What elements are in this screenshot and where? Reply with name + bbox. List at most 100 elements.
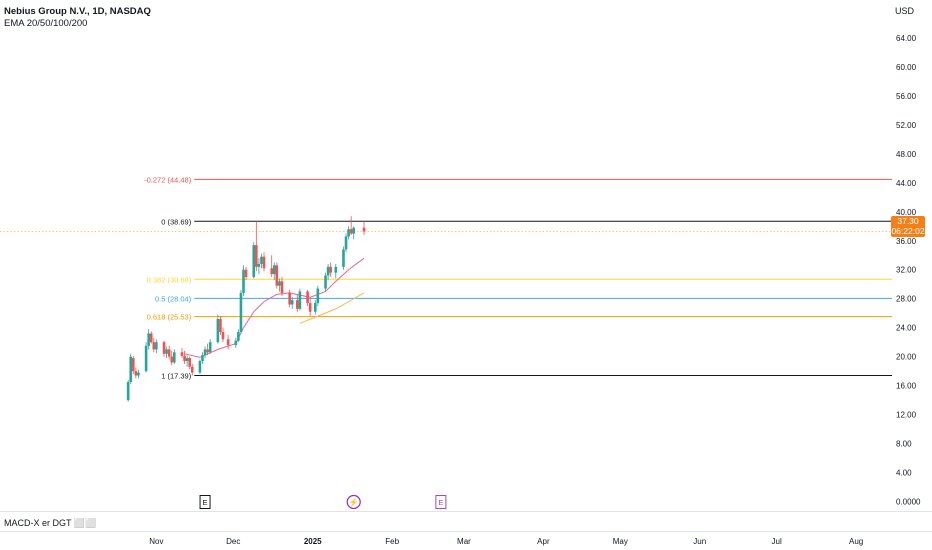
fib-level-label-1: 1 (17.39) [161, 372, 192, 381]
currency-label: USD [895, 6, 915, 16]
y-axis-tick-label: 12.00 [896, 411, 917, 420]
y-axis-tick-label: 48.00 [896, 150, 917, 159]
y-axis-tick-label: 32.00 [896, 266, 917, 275]
fib-level-label-0.382: 0.382 (30.68) [147, 275, 192, 284]
candle-body [185, 358, 189, 361]
candle-body [183, 355, 186, 361]
x-axis-tick-label: 2025 [304, 537, 322, 546]
earnings-event-icon[interactable]: E [199, 495, 211, 509]
y-axis-tick-label: 52.00 [896, 121, 917, 130]
current-price-value: 37.30 [897, 216, 919, 226]
y-axis-tick-label: 56.00 [896, 92, 917, 101]
candle-body [137, 372, 140, 376]
ema-line-20 [184, 257, 365, 358]
x-axis-tick-label: May [613, 537, 628, 546]
candle-body [144, 345, 148, 372]
candle-body [270, 268, 274, 275]
y-axis-tick-label: 44.00 [896, 179, 917, 188]
candle-body [201, 355, 204, 361]
candle-body [257, 263, 261, 267]
macd-indicator-label[interactable]: MACD-X er DGT ⬜⬜ [4, 518, 97, 528]
candle-body [180, 352, 184, 356]
candle-body [162, 342, 166, 354]
x-axis-tick-label: Dec [226, 537, 240, 546]
candle-body [352, 227, 356, 234]
indicator-legend-ema[interactable]: EMA 20/50/100/200 [4, 18, 88, 29]
candle-body [326, 266, 330, 276]
candle-body [290, 300, 294, 305]
current-price-badge: 37.30 06:22:02 [891, 216, 925, 237]
candle-body [129, 356, 133, 382]
candle-body [308, 303, 312, 312]
y-axis-tick-label: 64.00 [896, 34, 917, 43]
y-axis-tick-label: 0.0000 [896, 498, 921, 507]
candle-body [221, 332, 225, 340]
candle-body [149, 333, 153, 343]
pane-divider[interactable] [0, 511, 932, 512]
x-axis-tick-label: Nov [149, 537, 163, 546]
event-marker-label: ⚡ [349, 497, 359, 507]
candle-body [206, 349, 209, 353]
y-axis-tick-label: 4.00 [896, 469, 912, 478]
symbol-title[interactable]: Nebius Group N.V., 1D, NASDAQ [4, 6, 151, 17]
y-axis-tick-label: 36.00 [896, 237, 917, 246]
candle-body [316, 288, 320, 304]
candle-body [237, 332, 240, 341]
candle-body [170, 356, 174, 363]
candle-body [126, 382, 130, 401]
dividend-event-icon[interactable]: ⚡ [346, 494, 361, 510]
candle-body [147, 333, 150, 346]
candle-body [226, 339, 230, 346]
y-axis-tick-label: 40.00 [896, 208, 917, 217]
candle-body [288, 292, 291, 305]
candle-body [242, 269, 245, 293]
event-marker-label: E [203, 498, 208, 507]
event-marker-label: E [438, 498, 443, 507]
candle-body [278, 281, 281, 286]
candle-body [219, 318, 222, 333]
candle-body [155, 342, 158, 350]
candle-body [216, 318, 220, 343]
x-axis-tick-label: Jun [693, 537, 706, 546]
x-axis-tick-label: Apr [537, 537, 550, 546]
y-axis-tick-label: 28.00 [896, 295, 917, 304]
candle-body [203, 349, 207, 356]
x-axis-tick-label: Jul [772, 537, 782, 546]
candle-body [329, 266, 332, 273]
candle-body [275, 265, 279, 286]
candle-body [324, 275, 327, 289]
y-axis-tick-label: 20.00 [896, 353, 917, 362]
y-axis-tick-label: 8.00 [896, 440, 912, 449]
candle-body [188, 358, 191, 367]
candle-body [198, 360, 202, 373]
fib-level-label-0.5: 0.5 (28.04) [155, 294, 192, 303]
candle-body [280, 281, 284, 293]
candle-body [131, 358, 135, 372]
candle-body [347, 229, 350, 237]
candle-body [296, 300, 299, 309]
candle-body [252, 245, 256, 277]
candle-body [152, 342, 156, 350]
y-axis-tick-label: 16.00 [896, 382, 917, 391]
candle-body [134, 371, 138, 376]
earnings-event-icon[interactable]: E [435, 495, 447, 509]
fib-level-label--0.272: -0.272 (44.48) [144, 175, 192, 184]
candle-body [239, 292, 243, 333]
fib-level-label-0: 0 (38.69) [161, 217, 192, 226]
time-axis-divider [0, 531, 932, 532]
ema-line-50 [299, 292, 365, 324]
candle-body [298, 291, 302, 309]
fib-level-label-0.618: 0.618 (25.53) [147, 313, 192, 322]
x-axis-tick-label: Aug [849, 537, 863, 546]
candle-body [362, 227, 366, 232]
candle-body [208, 342, 212, 353]
bar-countdown: 06:22:02 [891, 226, 925, 236]
candle-body [190, 366, 194, 373]
candle-body [313, 303, 317, 312]
candle-body [172, 352, 176, 363]
candle-body [244, 269, 248, 277]
candle-body [272, 265, 276, 275]
candle-body [334, 266, 338, 273]
candle-body [262, 256, 266, 269]
